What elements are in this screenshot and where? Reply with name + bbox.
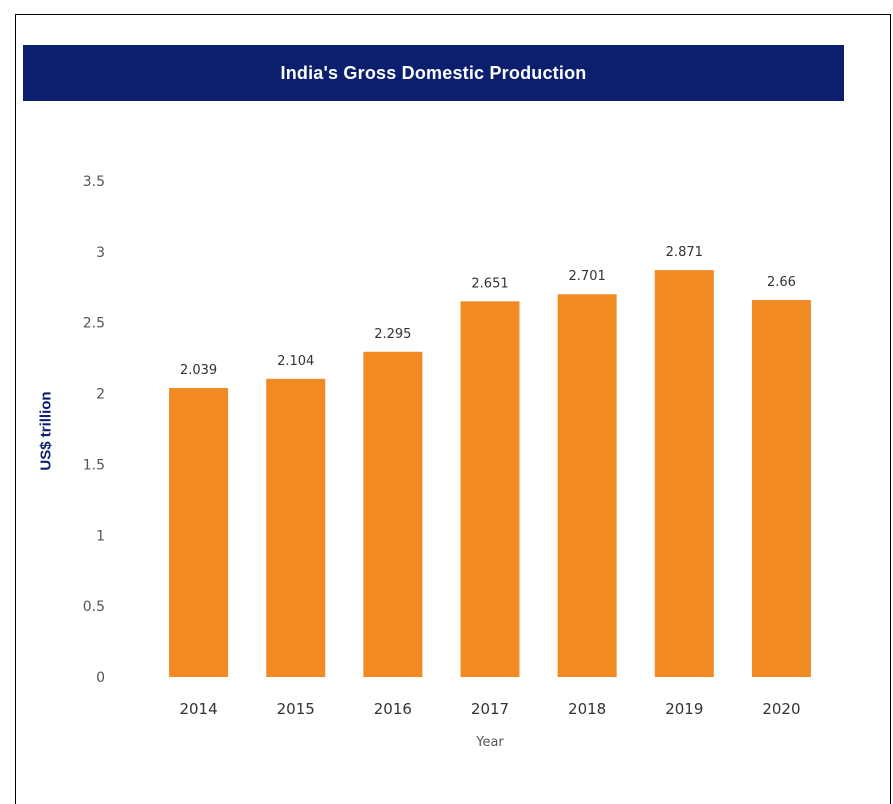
y-tick-label: 2.5: [83, 316, 105, 332]
data-label: 2.104: [277, 354, 314, 369]
y-tick-label: 3: [96, 245, 105, 261]
data-label: 2.871: [666, 245, 703, 260]
y-tick-label: 3.5: [83, 174, 105, 190]
x-tick-label: 2015: [277, 700, 315, 718]
x-tick-label: 2017: [471, 700, 509, 718]
bar-2014: [169, 388, 229, 677]
y-tick-label: 1.5: [83, 457, 105, 473]
x-axis-title: Year: [475, 735, 504, 750]
chart-title-banner: India's Gross Domestic Production: [23, 45, 844, 101]
data-label: 2.651: [471, 276, 508, 291]
data-label: 2.039: [180, 363, 217, 378]
x-tick-label: 2020: [762, 700, 800, 718]
x-tick-label: 2016: [374, 700, 412, 718]
x-axis-ticks: 2014 2015 2016 2017 2018 2019 2020: [179, 700, 800, 718]
bar-2020: [751, 300, 811, 677]
bars-group: [169, 270, 811, 677]
bar-2018: [557, 294, 617, 677]
y-tick-label: 0.5: [83, 599, 105, 615]
x-tick-label: 2019: [665, 700, 703, 718]
bar-2015: [266, 378, 326, 677]
bar-2017: [460, 301, 520, 677]
data-label: 2.66: [767, 275, 796, 290]
x-tick-label: 2018: [568, 700, 606, 718]
data-labels-group: 2.039 2.104 2.295 2.651 2.701 2.871 2.66: [180, 245, 796, 378]
bar-2016: [363, 351, 423, 677]
chart-title: India's Gross Domestic Production: [280, 62, 587, 83]
bar-2019: [654, 270, 714, 677]
data-label: 2.701: [569, 269, 606, 284]
x-tick-label: 2014: [179, 700, 217, 718]
data-label: 2.295: [374, 327, 411, 342]
y-tick-label: 1: [96, 528, 105, 544]
y-tick-label: 2: [96, 387, 105, 403]
chart-frame: [15, 14, 891, 804]
y-axis-ticks: 0 0.5 1 1.5 2 2.5 3 3.5: [83, 174, 105, 686]
y-tick-label: 0: [96, 670, 105, 686]
